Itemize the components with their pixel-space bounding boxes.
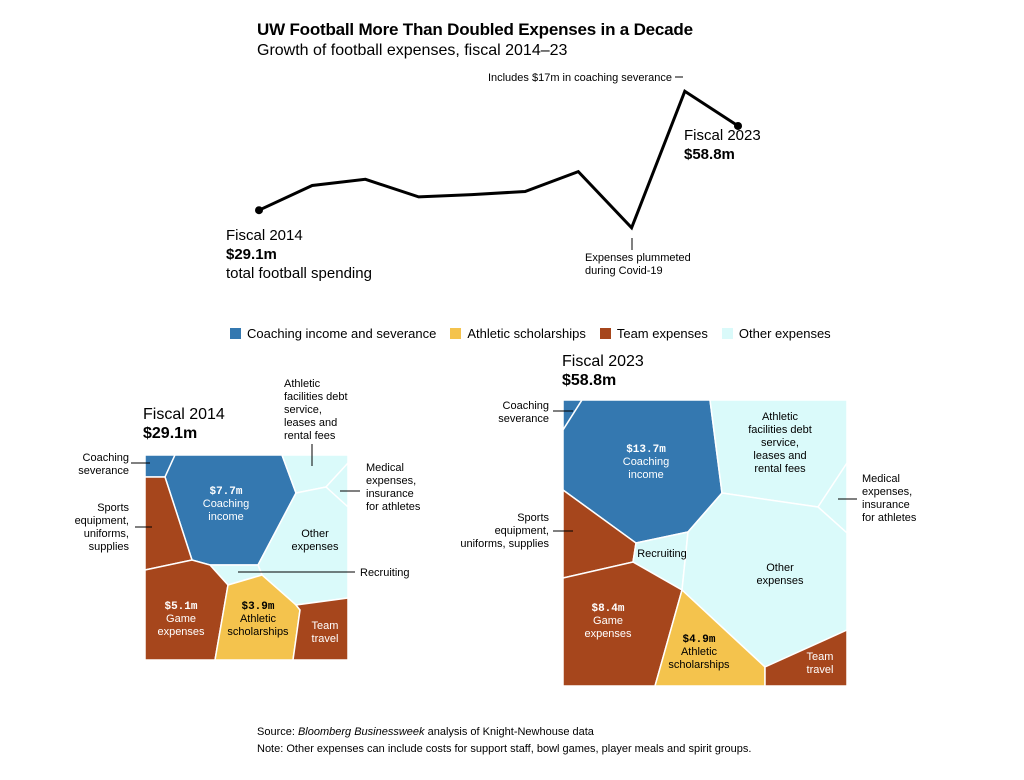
end-value-label: $58.8m: [684, 146, 735, 163]
legend-label: Other expenses: [738, 326, 831, 341]
label-2023-medical-3: insurance: [862, 499, 910, 511]
cell-team-travel-2014: [292, 597, 349, 661]
label-2023-equipment-2: equipment,: [495, 525, 549, 537]
label-2023-facilities-1: Athletic: [762, 411, 799, 423]
label-2014-medical-3: insurance: [366, 488, 414, 500]
treemap-2014: $7.7m Coaching income $5.1m Game expense…: [75, 378, 421, 661]
label-2023-equipment-1: Sports: [517, 512, 549, 524]
value-2023-scholarships: $4.9m: [682, 634, 715, 646]
label-2014-facilities-4: leases and: [284, 417, 337, 429]
start-point: [255, 206, 263, 215]
cell-team-travel-2023: [764, 628, 848, 687]
label-2023-other-1: Other: [766, 562, 794, 574]
panel-2014-year: Fiscal 2014: [143, 406, 225, 423]
legend-label: Athletic scholarships: [467, 326, 586, 341]
label-2014-equipment-2: equipment,: [75, 515, 129, 527]
severance-note: Includes $17m in coaching severance: [488, 72, 672, 84]
source-rest: analysis of Knight-Newhouse data: [424, 726, 594, 738]
label-2023-other-2: expenses: [756, 575, 804, 587]
label-2023-equipment-3: uniforms, supplies: [460, 538, 549, 550]
label-2014-facilities-5: rental fees: [284, 430, 336, 442]
value-2023-coaching: $13.7m: [626, 444, 666, 456]
start-note-label: total football spending: [226, 265, 372, 282]
label-2014-coaching-2: income: [208, 511, 243, 523]
label-2023-facilities-4: leases and: [753, 450, 806, 462]
legend-swatch: [721, 328, 733, 339]
label-2014-scholarships-1: Athletic: [240, 613, 277, 625]
legend: Coaching income and severance Athletic s…: [230, 326, 831, 341]
legend-swatch: [230, 328, 241, 339]
label-2023-scholarships-2: scholarships: [668, 659, 730, 671]
label-2014-travel-2: travel: [312, 633, 339, 645]
legend-item-other: Other expenses: [721, 326, 831, 341]
label-2014-severance-1: Coaching: [83, 452, 129, 464]
legend-swatch: [450, 328, 462, 339]
label-2014-facilities-2: facilities debt: [284, 391, 348, 403]
line-chart: Fiscal 2014 $29.1m total football spendi…: [226, 72, 761, 282]
label-2014-other-1: Other: [301, 528, 329, 540]
chart-subtitle: Growth of football expenses, fiscal 2014…: [257, 42, 568, 59]
source-publication: Bloomberg Businessweek: [297, 726, 425, 738]
label-2023-game-1: Game: [593, 615, 623, 627]
legend-label: Coaching income and severance: [247, 326, 437, 341]
label-2014-recruiting: Recruiting: [360, 567, 410, 579]
label-2014-travel-1: Team: [312, 620, 339, 632]
label-2023-severance-1: Coaching: [503, 400, 549, 412]
covid-note-line2: during Covid-19: [585, 265, 663, 277]
label-2014-facilities-1: Athletic: [284, 378, 321, 390]
label-2014-equipment-3: uniforms,: [84, 528, 129, 540]
label-2014-medical-1: Medical: [366, 462, 404, 474]
panel-2014-total: $29.1m: [143, 425, 198, 442]
label-2023-travel-1: Team: [807, 651, 834, 663]
panel-2023-year: Fiscal 2023: [562, 353, 644, 370]
label-2014-game-1: Game: [166, 613, 196, 625]
legend-swatch: [599, 328, 611, 339]
source-prefix: Source:: [257, 726, 298, 738]
treemap-2023: $13.7m Coaching income Athletic faciliti…: [460, 399, 917, 687]
label-2014-equipment-1: Sports: [97, 502, 129, 514]
label-2023-severance-2: severance: [498, 413, 549, 425]
label-2023-medical-1: Medical: [862, 473, 900, 485]
label-2023-scholarships-1: Athletic: [681, 646, 718, 658]
legend-item-team: Team expenses: [599, 326, 708, 341]
panel-2023-total: $58.8m: [562, 372, 617, 389]
label-2023-coaching-2: income: [628, 469, 663, 481]
label-2023-facilities-2: facilities debt: [748, 424, 812, 436]
label-2014-facilities-3: service,: [284, 404, 322, 416]
value-2014-coaching: $7.7m: [209, 486, 242, 498]
label-2023-medical-4: for athletes: [862, 512, 917, 524]
label-2014-scholarships-2: scholarships: [227, 626, 289, 638]
chart-title: UW Football More Than Doubled Expenses i…: [257, 20, 693, 39]
start-value-label: $29.1m: [226, 246, 277, 263]
end-year-label: Fiscal 2023: [684, 127, 761, 144]
legend-item-scholarships: Athletic scholarships: [450, 326, 586, 341]
label-2014-coaching-1: Coaching: [203, 498, 249, 510]
source-note: Source: Bloomberg Businessweek analysis …: [257, 726, 594, 738]
label-2014-other-2: expenses: [291, 541, 339, 553]
label-2014-medical-4: for athletes: [366, 501, 421, 513]
label-2014-severance-2: severance: [78, 465, 129, 477]
legend-item-coaching: Coaching income and severance: [230, 326, 436, 341]
label-2023-travel-2: travel: [807, 664, 834, 676]
label-2023-game-2: expenses: [584, 628, 632, 640]
label-2023-facilities-5: rental fees: [754, 463, 806, 475]
end-point: [734, 121, 742, 130]
covid-note-line1: Expenses plummeted: [585, 252, 691, 264]
label-2023-coaching-1: Coaching: [623, 456, 669, 468]
label-2014-medical-2: expenses,: [366, 475, 416, 487]
label-2023-medical-2: expenses,: [862, 486, 912, 498]
legend-label: Team expenses: [616, 326, 708, 341]
value-2014-game: $5.1m: [164, 601, 197, 613]
label-2014-game-2: expenses: [157, 626, 205, 638]
label-2014-equipment-4: supplies: [89, 541, 130, 553]
footnote: Note: Other expenses can include costs f…: [257, 743, 752, 755]
value-2023-game: $8.4m: [591, 603, 624, 615]
label-2023-facilities-3: service,: [761, 437, 799, 449]
label-2023-recruiting: Recruiting: [637, 548, 687, 560]
start-year-label: Fiscal 2014: [226, 227, 303, 244]
series-line: [258, 89, 739, 231]
value-2014-scholarships: $3.9m: [241, 601, 274, 613]
